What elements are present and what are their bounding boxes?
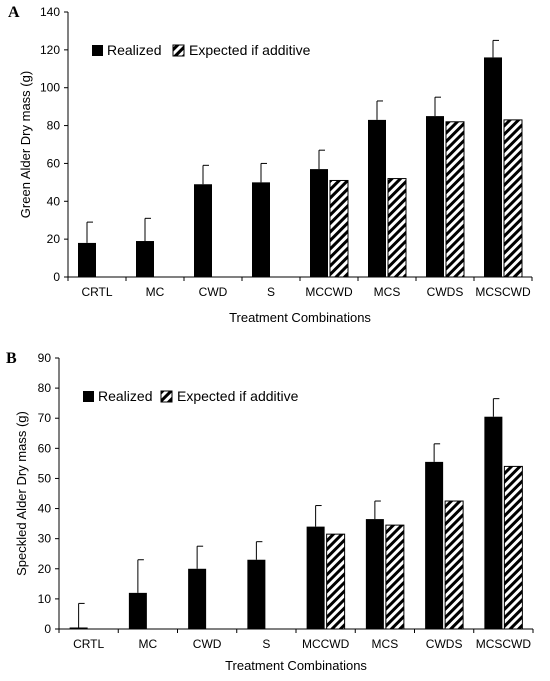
- x-tick-label: MC: [139, 637, 158, 651]
- x-tick-label: MC: [146, 285, 165, 299]
- x-tick-label: CRTL: [73, 637, 104, 651]
- y-tick-label: 80: [38, 381, 52, 395]
- x-tick-label: CRTL: [81, 285, 112, 299]
- x-tick-label: CWDS: [427, 285, 464, 299]
- x-tick-label: CWD: [199, 285, 228, 299]
- legend-label-realized: Realized: [98, 388, 152, 404]
- bar-realized: [194, 184, 212, 277]
- x-tick-label: CWD: [193, 637, 222, 651]
- x-tick-label: MCCWD: [305, 285, 353, 299]
- legend-swatch-expected: [160, 390, 173, 403]
- y-tick-label: 40: [47, 194, 61, 208]
- bar-realized: [128, 592, 147, 629]
- legend-label-realized: Realized: [107, 42, 161, 58]
- bar-realized: [78, 242, 96, 277]
- legend-label-expected: Expected if additive: [189, 42, 311, 58]
- panel-letter: A: [8, 4, 20, 21]
- y-tick-label: 140: [40, 5, 60, 19]
- legend-swatch-realized: [92, 45, 103, 56]
- bar-expected: [329, 179, 349, 278]
- legend: Realized Expected if additive: [92, 42, 311, 58]
- y-axis-title: Green Alder Dry mass (g): [18, 71, 33, 218]
- y-tick-label: 0: [44, 622, 51, 636]
- bar-realized: [368, 119, 386, 278]
- bar-realized: [136, 241, 154, 277]
- bar-realized: [484, 57, 502, 277]
- bar-expected: [444, 500, 464, 630]
- y-tick-label: 80: [47, 119, 61, 133]
- y-tick-label: 20: [47, 232, 61, 246]
- bar-realized: [426, 116, 444, 277]
- bar-realized: [188, 568, 207, 629]
- bar-expected: [503, 119, 523, 278]
- bar-realized: [306, 526, 325, 629]
- y-tick-label: 70: [38, 411, 52, 425]
- bar-expected: [385, 524, 405, 630]
- y-tick-label: 60: [47, 156, 61, 170]
- y-tick-label: 90: [38, 351, 52, 365]
- x-tick-label: MCS: [374, 285, 401, 299]
- x-axis-title: Treatment Combinations: [229, 310, 371, 325]
- x-tick-label: S: [267, 285, 275, 299]
- x-tick-label: MCS: [372, 637, 399, 651]
- bar-realized: [252, 182, 270, 277]
- bar-expected: [503, 465, 523, 630]
- x-tick-label: MCSCWD: [476, 637, 532, 651]
- legend-swatch-expected: [172, 44, 185, 57]
- x-axis-title: Treatment Combinations: [225, 658, 367, 673]
- x-tick-label: MCSCWD: [475, 285, 531, 299]
- bar-realized: [69, 627, 88, 629]
- bar-realized: [247, 559, 266, 629]
- legend: Realized Expected if additive: [83, 388, 299, 404]
- bar-realized: [484, 416, 503, 629]
- legend-swatch-realized: [83, 391, 94, 402]
- panel-letter: B: [6, 350, 17, 367]
- y-tick-label: 30: [38, 532, 52, 546]
- y-tick-label: 50: [38, 471, 52, 485]
- y-tick-label: 40: [38, 502, 52, 516]
- bar-realized: [425, 461, 444, 629]
- bar-expected: [445, 121, 465, 278]
- x-tick-label: MCCWD: [302, 637, 350, 651]
- y-tick-label: 10: [38, 592, 52, 606]
- y-tick-label: 100: [40, 81, 60, 95]
- bar-realized: [365, 519, 384, 629]
- y-tick-label: 60: [38, 441, 52, 455]
- y-tick-label: 0: [53, 270, 60, 284]
- bar-expected: [387, 178, 407, 278]
- legend-label-expected: Expected if additive: [177, 388, 299, 404]
- y-axis-title: Speckled Alder Dry mass (g): [14, 411, 29, 576]
- bar-realized: [310, 169, 328, 277]
- x-tick-label: S: [262, 637, 270, 651]
- y-tick-label: 20: [38, 562, 52, 576]
- bar-expected: [326, 533, 346, 630]
- x-tick-label: CWDS: [426, 637, 463, 651]
- y-tick-label: 120: [40, 43, 60, 57]
